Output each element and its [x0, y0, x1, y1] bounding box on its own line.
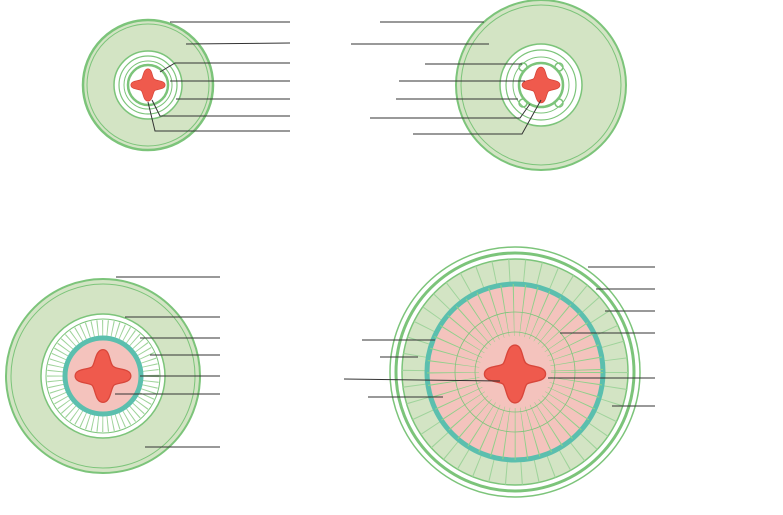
section-3: [5, 276, 220, 474]
section-1: [81, 18, 291, 152]
inner-ring: [123, 60, 173, 110]
leader: [159, 62, 290, 73]
leader: [185, 42, 291, 45]
phloem-ring: [517, 61, 565, 109]
growth-ring: [454, 311, 576, 433]
growth-ring: [474, 331, 556, 413]
phloem-rays: [402, 259, 628, 485]
section-4: [343, 246, 655, 498]
outer-ring: [86, 23, 210, 147]
pericycle: [118, 55, 178, 115]
leader: [151, 99, 290, 117]
inner-ring: [512, 56, 570, 114]
phloem: [518, 62, 528, 72]
phloem-ring: [126, 63, 170, 107]
phloem: [554, 62, 564, 72]
leader-lines: [115, 276, 220, 448]
leader-lines: [147, 21, 291, 132]
outer-ring: [460, 4, 622, 166]
phloem: [518, 98, 528, 108]
leader-lines: [343, 266, 655, 407]
leader: [413, 99, 542, 135]
leader: [370, 103, 531, 119]
xylem-rays: [427, 284, 603, 460]
leader-lines: [351, 21, 542, 135]
pericycle: [505, 49, 577, 121]
phloem: [554, 98, 564, 108]
leader: [147, 101, 290, 132]
section-2: [351, 0, 627, 171]
leader: [343, 378, 501, 382]
